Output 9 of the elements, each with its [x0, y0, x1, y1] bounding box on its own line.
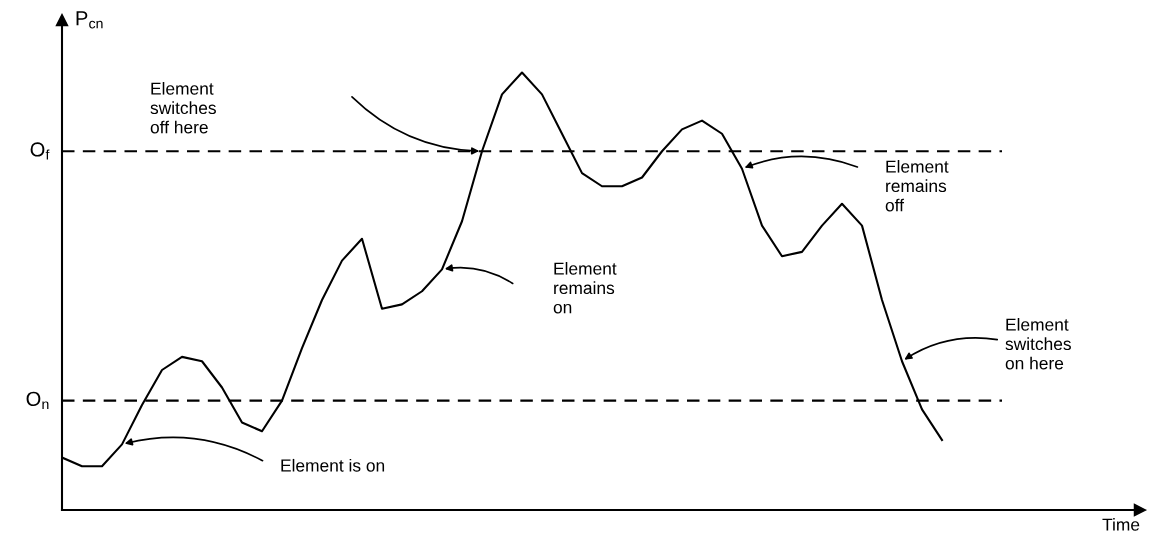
y-axis-title: P$_{cn}$	[76, 11, 103, 29]
ref-line-label: O$_{f}$	[30, 142, 50, 160]
annotation: Element remains off	[885, 160, 949, 212]
text: Element switches on here	[1005, 318, 1071, 370]
annotation: Element switches off here	[150, 82, 216, 134]
text: Time	[1102, 518, 1140, 531]
annotation: Element remains on	[553, 262, 617, 314]
ref-line-label: O$_{n}$	[26, 391, 49, 409]
annotation: Element is on	[281, 458, 385, 472]
